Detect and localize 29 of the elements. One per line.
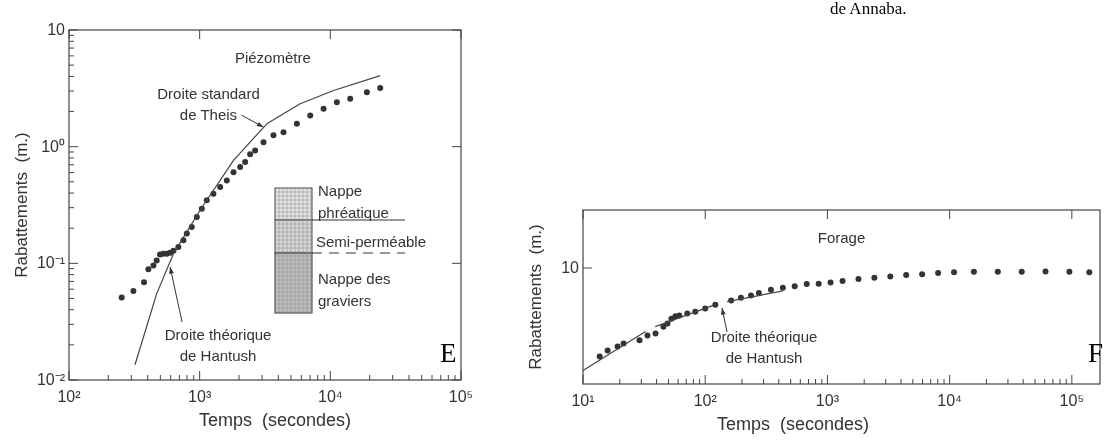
x-tick-label: 10² bbox=[693, 392, 718, 409]
x-tick-label: 10⁴ bbox=[937, 392, 963, 409]
y-tick-label: 10 bbox=[47, 21, 66, 38]
x-axis-title: Temps (secondes) bbox=[716, 414, 870, 434]
y-tick-label: 10⁻¹ bbox=[36, 254, 65, 272]
text: 10 bbox=[561, 259, 580, 276]
text: Piézomètre bbox=[234, 49, 311, 66]
x-axis-title: Temps (secondes) bbox=[198, 410, 352, 430]
annotation: E bbox=[440, 338, 457, 368]
annotation: Nappe des graviers bbox=[318, 270, 391, 309]
annotation: Droite standard de Theis bbox=[157, 85, 260, 124]
y-axis-title: Rabattements (m.) bbox=[12, 132, 31, 278]
y-axis-title: Rabattements (m.) bbox=[526, 224, 545, 370]
annotation: Droite théorique de Hantush bbox=[710, 328, 818, 366]
x-tick-label: 10⁵ bbox=[1059, 392, 1085, 409]
x-tick-label: 10³ bbox=[188, 388, 212, 405]
annotation: Droite théorique de Hantush bbox=[164, 326, 272, 365]
y-tick-label: 10⁻² bbox=[36, 371, 66, 388]
y-tick-label: 10⁰ bbox=[41, 137, 65, 155]
x-tick-label: 10¹ bbox=[571, 392, 595, 409]
x-tick-label: 10⁴ bbox=[318, 388, 343, 405]
annotation: F bbox=[1088, 338, 1104, 368]
x-tick-label: 10³ bbox=[815, 392, 840, 409]
annotation: Semi-perméable bbox=[316, 233, 427, 250]
x-tick-label: 10⁵ bbox=[448, 388, 474, 405]
chart-title: Forage bbox=[817, 229, 866, 246]
annotation: Nappe phréatique bbox=[318, 182, 389, 221]
text: de Annaba. bbox=[830, 0, 907, 18]
x-tick-label: 10² bbox=[57, 388, 82, 405]
